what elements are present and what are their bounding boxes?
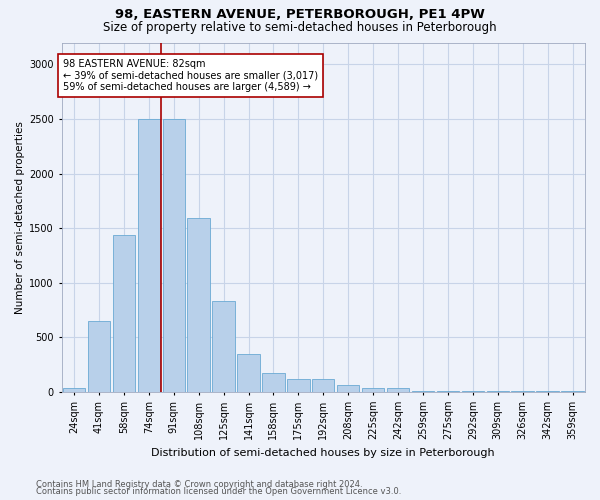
Bar xyxy=(113,234,135,392)
Bar xyxy=(337,385,359,392)
Bar xyxy=(387,388,409,392)
Bar xyxy=(461,391,484,392)
Bar xyxy=(287,379,310,392)
Bar xyxy=(88,321,110,392)
Bar xyxy=(437,391,459,392)
Text: Contains public sector information licensed under the Open Government Licence v3: Contains public sector information licen… xyxy=(36,487,401,496)
Text: 98, EASTERN AVENUE, PETERBOROUGH, PE1 4PW: 98, EASTERN AVENUE, PETERBOROUGH, PE1 4P… xyxy=(115,8,485,20)
Bar xyxy=(362,388,385,392)
X-axis label: Distribution of semi-detached houses by size in Peterborough: Distribution of semi-detached houses by … xyxy=(151,448,495,458)
Bar xyxy=(262,373,284,392)
Text: Contains HM Land Registry data © Crown copyright and database right 2024.: Contains HM Land Registry data © Crown c… xyxy=(36,480,362,489)
Bar xyxy=(212,302,235,392)
Bar xyxy=(536,391,559,392)
Bar xyxy=(312,380,334,392)
Text: 98 EASTERN AVENUE: 82sqm
← 39% of semi-detached houses are smaller (3,017)
59% o: 98 EASTERN AVENUE: 82sqm ← 39% of semi-d… xyxy=(63,59,318,92)
Bar xyxy=(163,119,185,392)
Text: Size of property relative to semi-detached houses in Peterborough: Size of property relative to semi-detach… xyxy=(103,21,497,34)
Bar xyxy=(237,354,260,392)
Bar xyxy=(187,218,210,392)
Bar xyxy=(63,388,85,392)
Bar xyxy=(137,119,160,392)
Bar xyxy=(412,391,434,392)
Y-axis label: Number of semi-detached properties: Number of semi-detached properties xyxy=(15,121,25,314)
Bar xyxy=(487,391,509,392)
Bar xyxy=(511,391,534,392)
Bar xyxy=(562,391,584,392)
